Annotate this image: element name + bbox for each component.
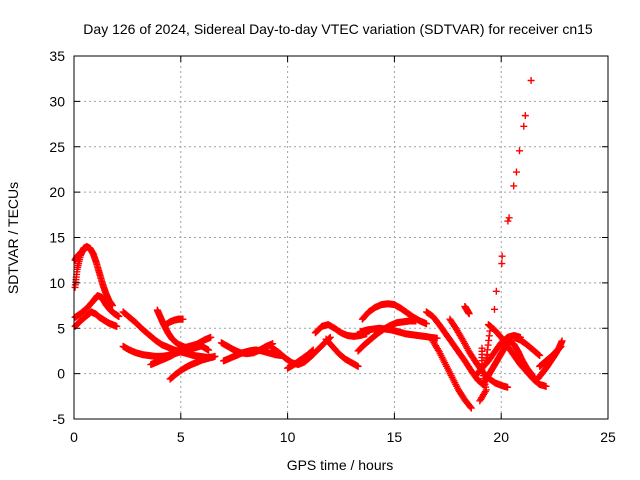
data-point	[512, 168, 520, 176]
y-tick-label-10: 10	[49, 275, 65, 291]
data-point	[482, 355, 490, 363]
data-point	[308, 347, 316, 355]
y-tick-label--5: -5	[53, 411, 66, 427]
data-point	[309, 346, 317, 354]
x-axis-label: GPS time / hours	[287, 457, 394, 473]
axis-ticks	[73, 55, 609, 420]
series-arc-28	[536, 342, 565, 370]
data-point	[498, 260, 506, 268]
series-arc-7	[162, 315, 187, 329]
x-tick-labels: 0 5 10 15 20 25	[70, 429, 616, 445]
data-point	[466, 403, 474, 411]
data-point	[535, 351, 543, 359]
x-tick-label-0: 0	[70, 429, 78, 445]
data-point	[211, 352, 219, 360]
data-point	[477, 395, 485, 403]
data-point	[490, 305, 498, 313]
x-tick-label-5: 5	[177, 429, 185, 445]
data-point	[558, 337, 566, 345]
data-point	[205, 346, 213, 354]
data-point	[80, 246, 88, 254]
series-arc-25	[484, 321, 550, 390]
data-point	[354, 362, 362, 370]
data-point	[542, 382, 550, 390]
series-arc-9	[147, 341, 213, 369]
series-arc-13	[284, 346, 317, 372]
series-arc-1	[71, 243, 116, 310]
chart-title: Day 126 of 2024, Sidereal Day-to-day VTE…	[83, 21, 593, 37]
data-point	[179, 315, 187, 323]
series-arc-8	[166, 352, 219, 383]
y-tick-label-35: 35	[49, 48, 65, 64]
data-point	[207, 333, 215, 341]
data-point	[498, 252, 506, 260]
y-tick-label-25: 25	[49, 139, 65, 155]
data-point	[557, 342, 565, 350]
data-point	[433, 334, 441, 342]
x-tick-label-10: 10	[280, 429, 296, 445]
x-tick-label-20: 20	[493, 429, 509, 445]
data-point	[476, 397, 484, 405]
series-arc-18	[356, 324, 441, 342]
y-tick-labels: -5 0 5 10 15 20 25 30 35	[49, 48, 65, 427]
data-point	[115, 312, 123, 320]
y-tick-label-30: 30	[49, 93, 65, 109]
y-tick-label-0: 0	[57, 366, 65, 382]
series-arc-19	[429, 337, 475, 412]
series-arc-26	[510, 333, 544, 359]
y-axis-label: SDTVAR / TECUs	[5, 182, 21, 294]
series-arc-17	[358, 300, 430, 328]
data-point	[520, 122, 528, 130]
data-point	[113, 322, 121, 330]
data-point	[504, 383, 512, 391]
y-tick-label-5: 5	[57, 320, 65, 336]
series-arc-2	[71, 292, 123, 321]
y-tick-label-15: 15	[49, 230, 65, 246]
grid-lines	[74, 56, 608, 419]
x-tick-label-25: 25	[600, 429, 616, 445]
data-point	[422, 320, 430, 328]
data-point	[465, 310, 473, 318]
data-point	[527, 77, 535, 85]
data-point	[504, 217, 512, 225]
series-arc-3	[71, 308, 121, 330]
data-point	[536, 351, 544, 359]
data-point	[516, 147, 524, 155]
data-point	[521, 112, 529, 120]
series-scattered	[476, 77, 535, 405]
data-point	[505, 214, 513, 222]
series-arc-15	[322, 335, 362, 370]
data-points	[71, 77, 566, 412]
x-tick-label-15: 15	[387, 429, 403, 445]
data-point	[492, 287, 500, 295]
data-point	[467, 404, 475, 412]
series-arc-14	[311, 321, 371, 340]
y-tick-label-20: 20	[49, 184, 65, 200]
data-point	[510, 182, 518, 190]
series-arc-22	[461, 302, 473, 318]
